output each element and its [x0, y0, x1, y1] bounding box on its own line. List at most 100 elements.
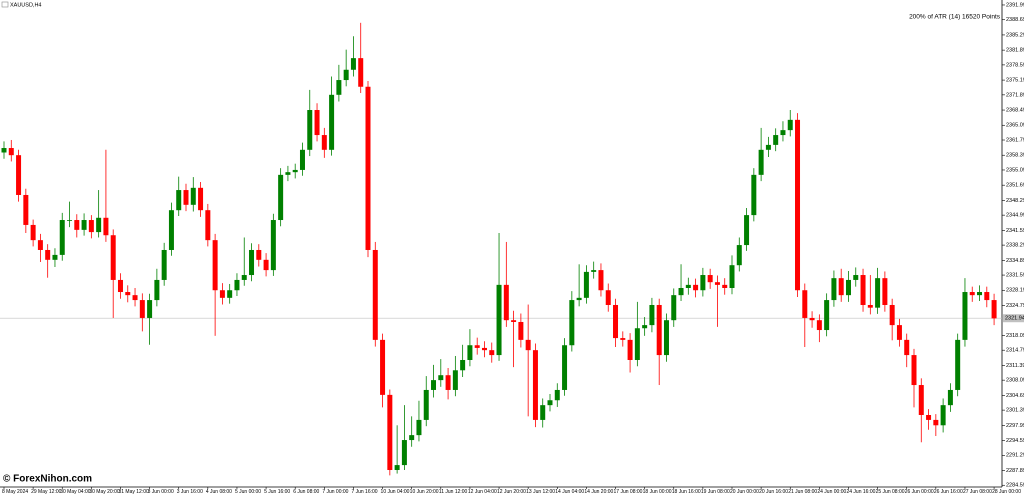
candle-body — [627, 339, 633, 360]
candle-body — [802, 290, 808, 318]
candle-body — [722, 284, 728, 288]
candle-body — [292, 169, 298, 173]
y-tick-label: 2308.090 — [1006, 378, 1024, 384]
x-tick-label: 11 Jun 12:00 — [439, 489, 468, 495]
y-tick-label: 2291.290 — [1006, 453, 1024, 459]
candle-body — [467, 345, 473, 360]
y-tick-label: 2371.890 — [1006, 92, 1024, 98]
candle-body — [845, 279, 851, 296]
x-tick-label: 17 Jun 08:00 — [614, 489, 643, 495]
y-tick-label: 2368.490 — [1006, 108, 1024, 114]
candle-body — [190, 187, 196, 205]
candle-body — [1, 148, 7, 153]
candle-body — [765, 144, 771, 150]
candle-body — [88, 220, 94, 233]
candle-body — [591, 270, 597, 272]
candle-body — [809, 317, 815, 321]
x-tick-label: 24 Jun 00:00 — [817, 489, 846, 495]
candle-body — [329, 94, 335, 150]
candle-body — [656, 304, 662, 356]
candle-body — [387, 394, 393, 471]
candle-body — [838, 278, 844, 296]
candle-body — [350, 58, 356, 70]
candle-body — [445, 375, 451, 390]
y-tick-label: 2331.590 — [1006, 273, 1024, 279]
candle-body — [663, 320, 669, 356]
candle-body — [81, 220, 87, 230]
candle-body — [8, 148, 14, 156]
candle-body — [554, 389, 560, 401]
candle-body — [824, 300, 830, 331]
candle-body — [103, 217, 109, 236]
y-tick-label: 2358.390 — [1006, 153, 1024, 159]
candle-body — [336, 80, 342, 95]
candle-body — [947, 389, 953, 406]
candle-body — [984, 292, 990, 301]
candle-body — [45, 249, 51, 260]
candle-body — [489, 350, 495, 356]
candle-body — [132, 295, 138, 301]
x-tick-label: 30 May 20:00 — [89, 489, 120, 495]
candle-body — [678, 287, 684, 296]
x-tick-label: 20 Jun 00:00 — [730, 489, 759, 495]
candle-body — [532, 350, 538, 420]
candle-body — [431, 380, 437, 390]
candle-body — [117, 279, 123, 293]
x-tick-label: 25 Jun 08:00 — [876, 489, 905, 495]
candle-body — [693, 284, 699, 291]
candle-body — [598, 270, 604, 291]
candle-body — [278, 174, 284, 221]
candle-body — [707, 275, 713, 283]
candle-body — [365, 86, 371, 250]
candle-body — [438, 375, 444, 381]
y-tick-label: 2334.890 — [1006, 258, 1024, 264]
y-tick-label: 2338.290 — [1006, 243, 1024, 249]
y-tick-label: 2391.990 — [1006, 2, 1024, 8]
candle-body — [671, 295, 677, 321]
watermark: © ForexNihon.com — [3, 474, 92, 485]
y-tick-label: 2311.390 — [1006, 363, 1024, 369]
y-tick-label: 2301.390 — [1006, 408, 1024, 414]
candle-body — [583, 271, 589, 298]
x-tick-label: 28 Jun 00:00 — [992, 489, 1021, 495]
candle-body — [940, 405, 946, 426]
candle-body — [234, 279, 240, 291]
candle-body — [918, 385, 924, 416]
candle-body — [249, 249, 255, 276]
x-tick-label: 13 Jun 12:00 — [526, 489, 555, 495]
candle-body — [896, 325, 902, 340]
candle-body — [758, 149, 764, 175]
candle-body — [634, 328, 640, 360]
candle-body — [649, 304, 655, 326]
x-tick-label: 3 Jun 16:00 — [177, 489, 203, 495]
candle-body — [933, 419, 939, 426]
y-tick-label: 2287.890 — [1006, 468, 1024, 474]
candle-body — [685, 284, 691, 288]
candle-body — [416, 419, 422, 436]
candle-body — [321, 135, 327, 150]
candle-body — [74, 220, 80, 230]
candle-body — [183, 190, 189, 205]
candle-body — [605, 290, 611, 305]
candle-body — [853, 275, 859, 280]
y-tick-label: 2378.590 — [1006, 62, 1024, 68]
x-tick-label: 3 Jun 00:00 — [148, 489, 174, 495]
x-tick-label: 8 May 2024 — [2, 489, 28, 495]
candle-body — [780, 130, 786, 136]
candle-body — [125, 292, 131, 296]
candle-body — [540, 405, 546, 420]
candle-body — [831, 278, 837, 301]
candle-body — [969, 292, 975, 296]
candle-body — [205, 210, 211, 241]
y-tick-label: 2351.690 — [1006, 183, 1024, 189]
candle-body — [518, 321, 524, 340]
y-tick-label: 2328.190 — [1006, 288, 1024, 294]
candle-body — [147, 300, 153, 318]
current-price-box — [1003, 314, 1024, 323]
y-tick-label: 2318.090 — [1006, 333, 1024, 339]
candle-body — [409, 435, 415, 441]
y-tick-label: 2294.590 — [1006, 438, 1024, 444]
x-tick-label: 31 May 12:00 — [118, 489, 149, 495]
candle-body — [481, 347, 487, 351]
candle-body — [110, 235, 116, 280]
